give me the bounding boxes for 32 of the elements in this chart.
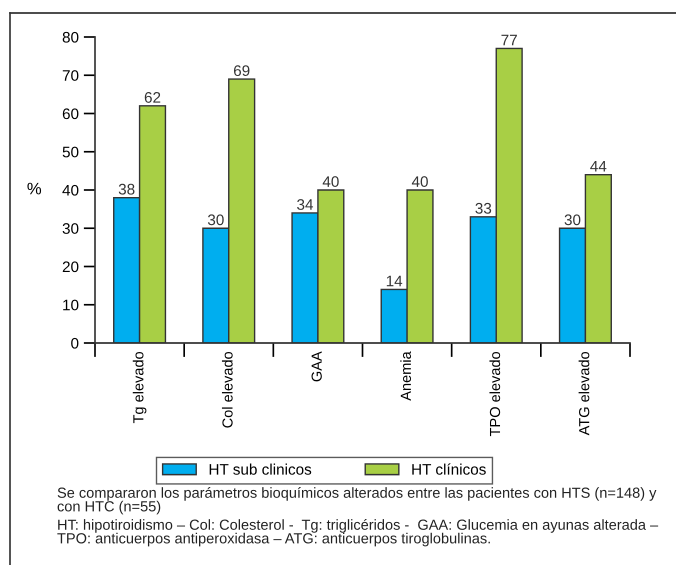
y-tick-label: 10 [63,300,78,310]
y-tick-label: 40 [62,184,78,196]
y-tick-label: 70 [62,70,78,81]
x-tick-label: TPO elevado [489,352,500,436]
legend-label: HT sub clinicos [210,464,312,475]
y-tick-label: 0 [71,338,78,349]
x-tick-label: Anemia [400,351,411,401]
text: Se compararon los parámetros bioquímicos alterados entre las pacientes con HTS (n=148) y con HTC (n=55) [58,487,656,514]
x-tick-label: GAA [312,351,322,382]
data-label: 40 [412,176,428,187]
y-tick-label: 20 [62,261,78,272]
y-tick-label: 60 [62,108,78,120]
data-label: 62 [144,92,160,103]
data-label: 34 [297,199,314,210]
data-label: 44 [590,161,606,172]
data-label: 30 [208,214,224,226]
text: HT: hipotiroidismo – Col: Colesterol - Tg: triglicéridos - GAA: Glucemia en ayunas alterada – TPO: anticuerpos antiperoxidasa – ATG: anticuerpos tiroglobulinas. [57,519,658,546]
data-label: 33 [475,202,492,214]
data-label: 30 [564,214,580,226]
data-label: 69 [234,65,250,76]
data-label: 38 [118,184,134,195]
x-tick-label: Col elevado [222,352,233,428]
data-label: 77 [501,34,517,46]
x-tick-label: ATG elevado [578,352,590,436]
y-tick-label: 80 [62,32,78,43]
data-label: 14 [386,276,402,286]
x-tick-label: Tg elevado [132,352,146,424]
y-axis-title: % [27,182,42,194]
y-tick-label: 50 [62,146,78,158]
legend-label: HT clínicos [412,463,486,475]
y-tick-label: 30 [62,223,78,234]
data-label: 40 [322,176,339,187]
